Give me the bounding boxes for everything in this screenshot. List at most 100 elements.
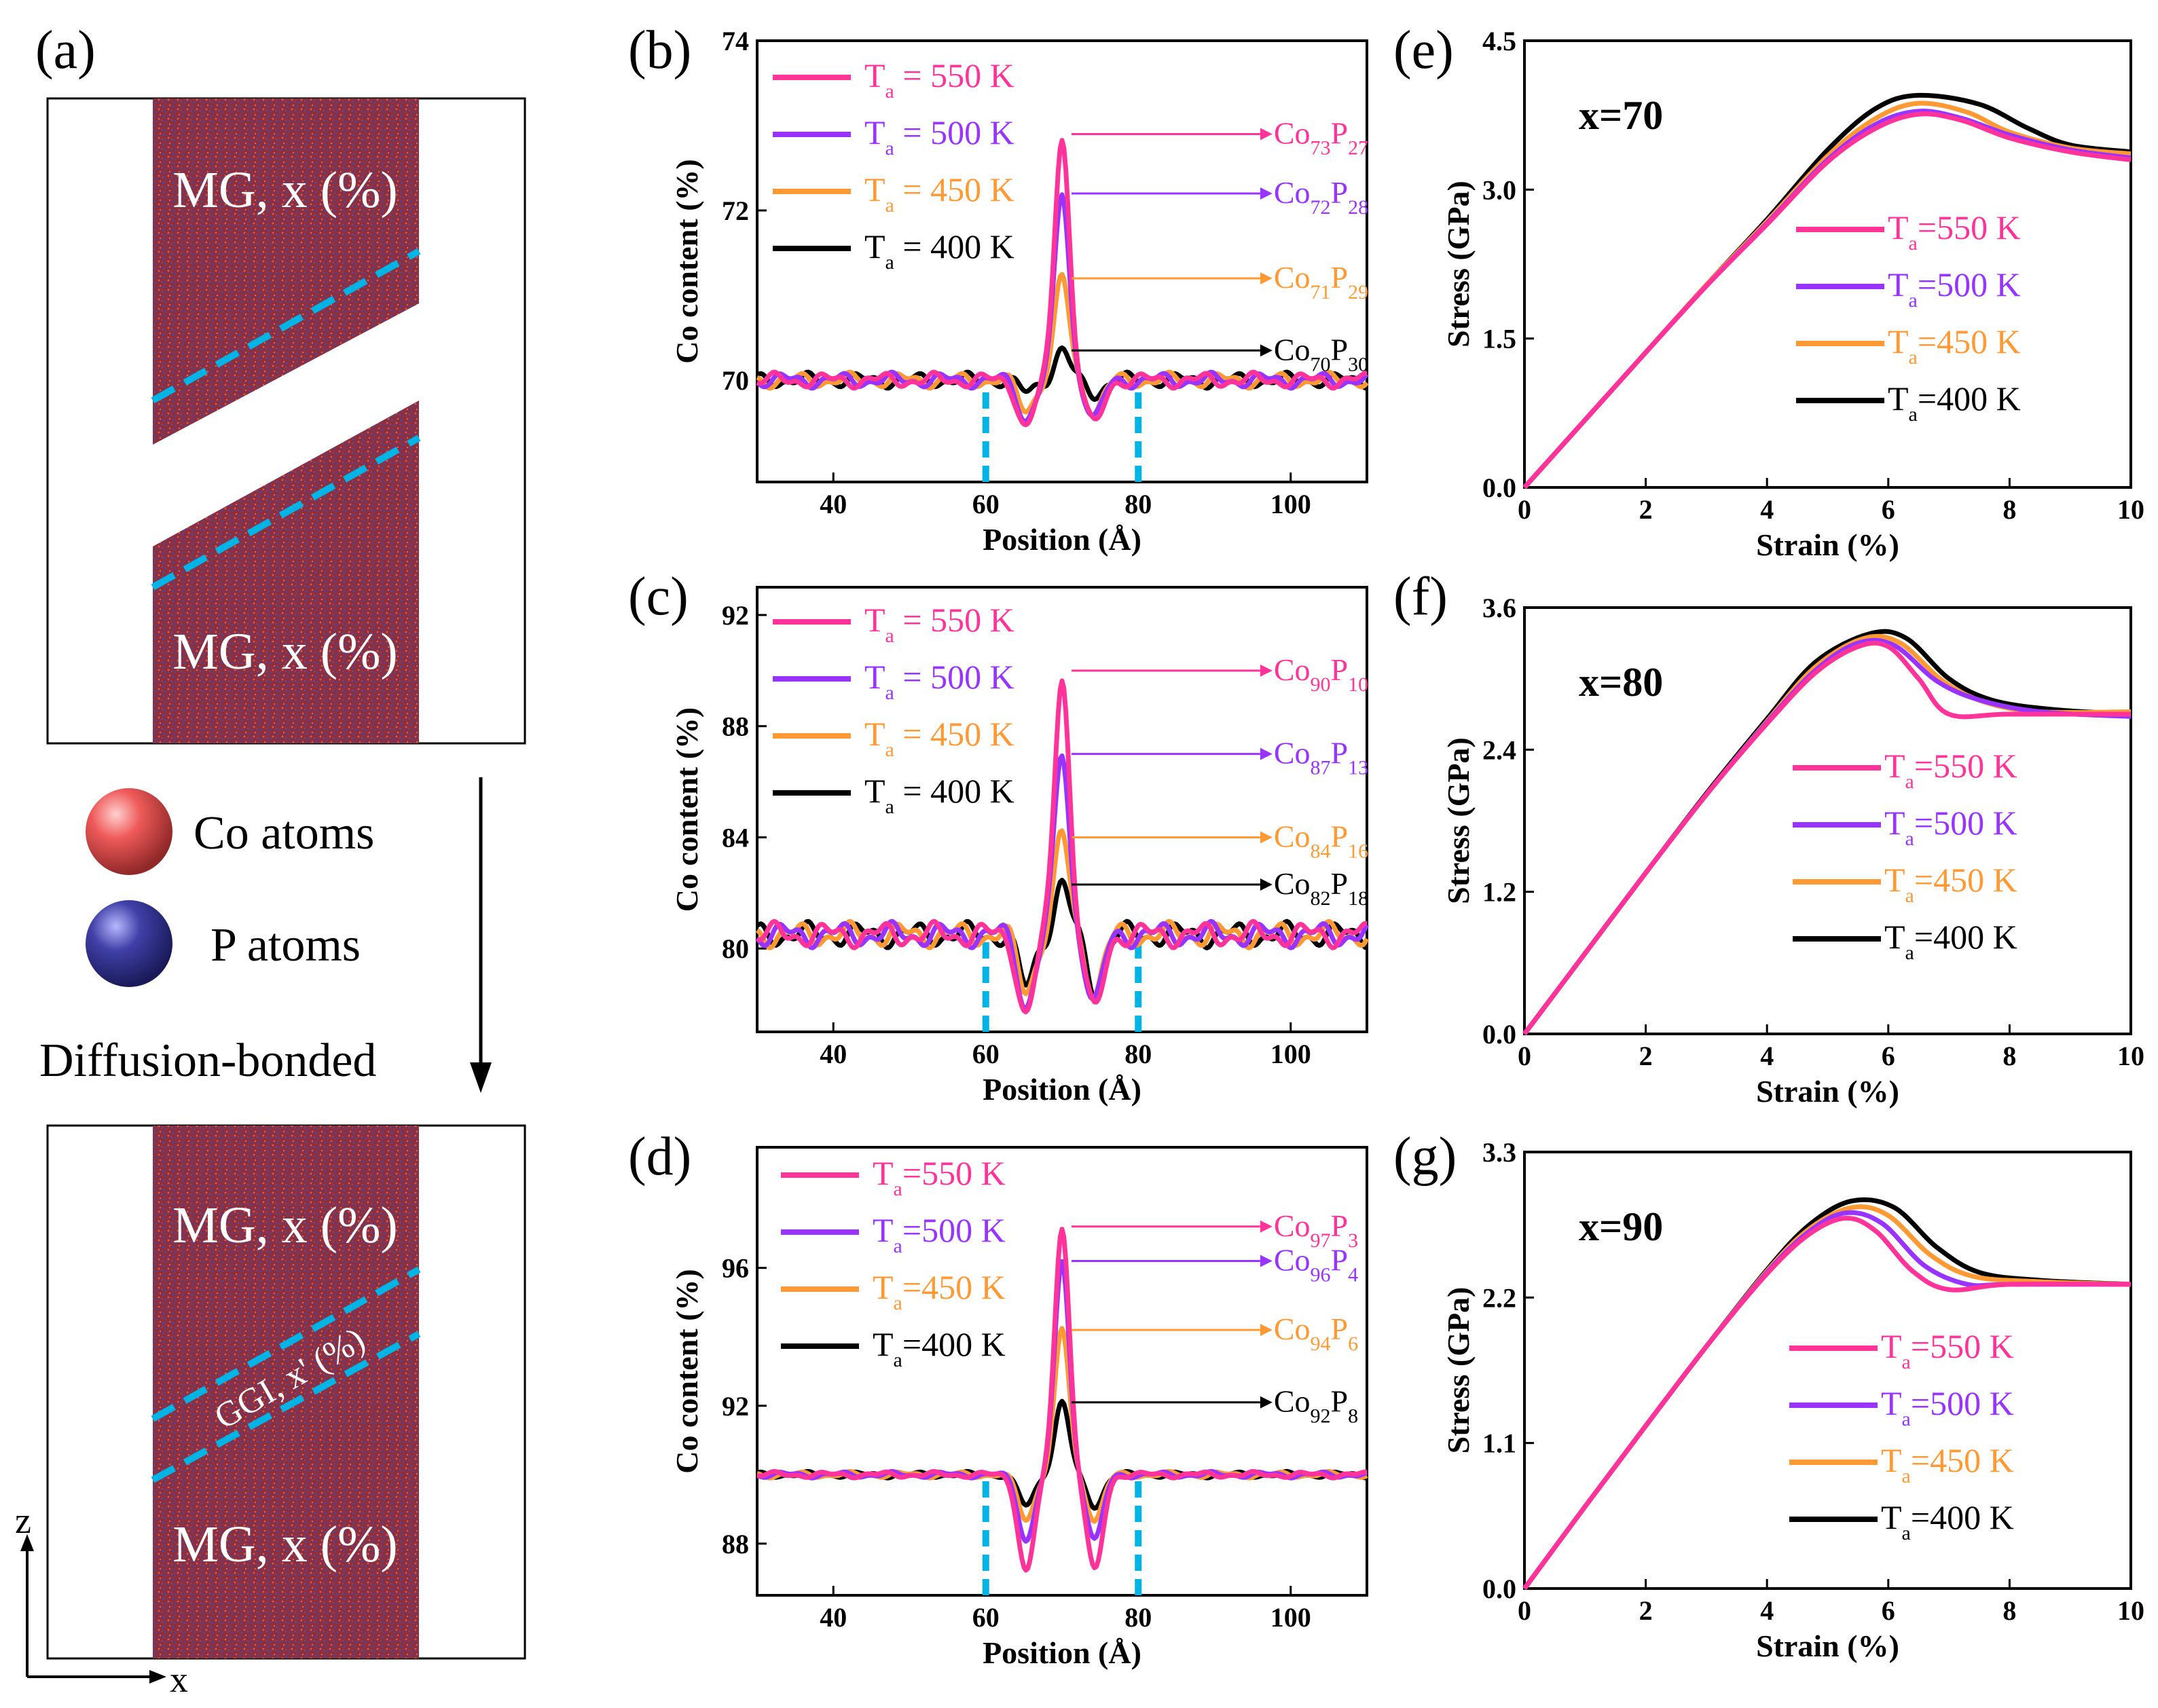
process-label: Diffusion-bonded <box>39 1035 376 1087</box>
z-arrow-head <box>20 1534 34 1551</box>
composition-label: Co71P29 <box>1274 260 1368 303</box>
annotation-arrow-head <box>1260 272 1273 284</box>
co-symbol: Co <box>1274 819 1311 853</box>
x-tick-label: 40 <box>820 1039 847 1069</box>
x-axis-title: Strain (%) <box>1756 1074 1899 1109</box>
y-tick-label: 1.1 <box>1482 1428 1516 1459</box>
x-tick-label: 0 <box>1518 1595 1531 1626</box>
legend-label-T500: Ta = 500 K <box>864 113 1014 160</box>
legend-T: T <box>1888 322 1909 360</box>
legend-T: T <box>864 601 885 639</box>
panel-label-d: (d) <box>628 1127 691 1187</box>
lower-mg-block <box>153 401 419 743</box>
chart-d: (d) 40 60 80 100 88 92 96 Position (Å) Co content… <box>628 1127 1368 1670</box>
x-tick-label: 8 <box>2002 1041 2016 1071</box>
x-tick-label: 4 <box>1760 1041 1774 1071</box>
p-symbol: P <box>1331 175 1349 210</box>
composition-label: Co97P3 <box>1274 1208 1358 1252</box>
bottom-mg-label-2: MG, x (%) <box>172 1516 397 1573</box>
y-tick-label: 92 <box>722 1391 749 1422</box>
x-tick-label: 10 <box>2117 1041 2144 1071</box>
legend-T: T <box>1888 265 1909 303</box>
y-tick-label: 2.4 <box>1482 735 1516 765</box>
legend-sub: a <box>885 80 894 103</box>
legend-text: =400 K <box>1911 1498 2014 1536</box>
legend-label-T550: Ta=550 K <box>1884 747 2017 793</box>
x-tick-label: 40 <box>820 489 847 519</box>
legend-label-T400: Ta=400 K <box>1884 918 2017 964</box>
legend-sub: a <box>1909 289 1918 312</box>
co-symbol: Co <box>1274 1243 1311 1278</box>
legend-label-T500: Ta = 500 K <box>864 658 1014 704</box>
x-tick-label: 2 <box>1639 1595 1653 1626</box>
annotation-arrow-head <box>1260 344 1273 357</box>
legend-label-T450: Ta=450 K <box>873 1268 1006 1314</box>
ggi-upper-dash <box>151 1266 421 1422</box>
legend-label-T450: Ta=450 K <box>1888 322 2021 369</box>
co-symbol: Co <box>1274 116 1311 151</box>
annotation-arrow-head <box>1260 878 1273 891</box>
y-tick-label: 3.6 <box>1482 593 1516 623</box>
upper-mg-block <box>153 98 419 445</box>
series-line-T550 <box>1522 640 2131 1036</box>
legend-T: T <box>873 1325 894 1363</box>
p-subscript: 29 <box>1348 281 1368 303</box>
legend-label-T400: Ta=400 K <box>1881 1498 2014 1544</box>
series-line-T550 <box>756 678 1368 1015</box>
composition-label: Co73P27 <box>1274 116 1368 160</box>
p-symbol: P <box>1331 1384 1349 1419</box>
y-tick-label: 88 <box>722 711 749 742</box>
annotation-arrow-head <box>1260 1255 1273 1267</box>
p-symbol: P <box>1331 332 1349 367</box>
annotation-arrow-head <box>1260 831 1273 844</box>
legend-sub: a <box>894 1178 902 1200</box>
legend-T: T <box>864 658 885 696</box>
co-atom-icon <box>86 788 172 875</box>
x-arrow-head <box>149 1670 166 1684</box>
legend-sub: a <box>885 796 894 818</box>
legend-text: =500 K <box>1918 265 2021 303</box>
legend-label-T500: Ta=500 K <box>1881 1384 2014 1430</box>
y-tick-label: 96 <box>722 1253 749 1284</box>
composition-label: Co87P13 <box>1274 736 1368 779</box>
legend-text: = 400 K <box>894 772 1014 810</box>
co-subscript: 72 <box>1311 196 1331 219</box>
series-line-T450 <box>755 828 1370 1001</box>
chart-title: x=80 <box>1579 660 1663 705</box>
p-subscript: 6 <box>1348 1333 1358 1355</box>
legend-d: Ta=550 KTa=500 KTa=450 KTa=400 K <box>781 1154 1006 1371</box>
p-subscript: 8 <box>1348 1405 1358 1428</box>
legend-sub: a <box>1905 828 1914 850</box>
legend-sub: a <box>885 194 894 217</box>
legend-T: T <box>864 227 885 265</box>
x-tick-label: 60 <box>972 489 1000 519</box>
panel-label-c: (c) <box>628 567 689 627</box>
p-subscript: 4 <box>1348 1264 1358 1286</box>
plot-frame-d <box>756 1146 1368 1597</box>
legend-label-T550: Ta=550 K <box>873 1154 1006 1200</box>
legend-T: T <box>864 715 885 753</box>
legend-sub: a <box>1909 346 1918 369</box>
co-symbol: Co <box>1274 1312 1311 1346</box>
p-subscript: 28 <box>1348 196 1368 219</box>
plot-frame-c <box>756 586 1368 1033</box>
plot-frame-b <box>756 39 1368 483</box>
co-symbol: Co <box>1274 332 1311 367</box>
y-tick-label: 3.3 <box>1482 1137 1516 1168</box>
upper-dash-line <box>151 248 421 404</box>
chart-b: (b) 40 60 80 100 70 72 74 Position (Å) Co content… <box>628 20 1369 557</box>
legend-label-T550: Ta = 550 K <box>864 56 1014 103</box>
co-subscript: 92 <box>1311 1405 1331 1428</box>
lower-dash-line <box>151 434 421 591</box>
x-axis-title: Strain (%) <box>1756 1629 1899 1663</box>
p-symbol: P <box>1331 1243 1349 1278</box>
x-tick-label: 6 <box>1882 1595 1895 1626</box>
panel-label-g: (g) <box>1393 1127 1457 1187</box>
legend-label-T400: Ta=400 K <box>1888 379 2021 426</box>
composition-label: Co72P28 <box>1274 175 1368 219</box>
x-axis-title: Position (Å) <box>983 522 1141 557</box>
legend-label-T400: Ta = 400 K <box>864 772 1014 818</box>
legend-T: T <box>873 1211 894 1249</box>
series-line-T500 <box>1522 109 2132 489</box>
top-mg-label-2: MG, x (%) <box>172 623 397 680</box>
